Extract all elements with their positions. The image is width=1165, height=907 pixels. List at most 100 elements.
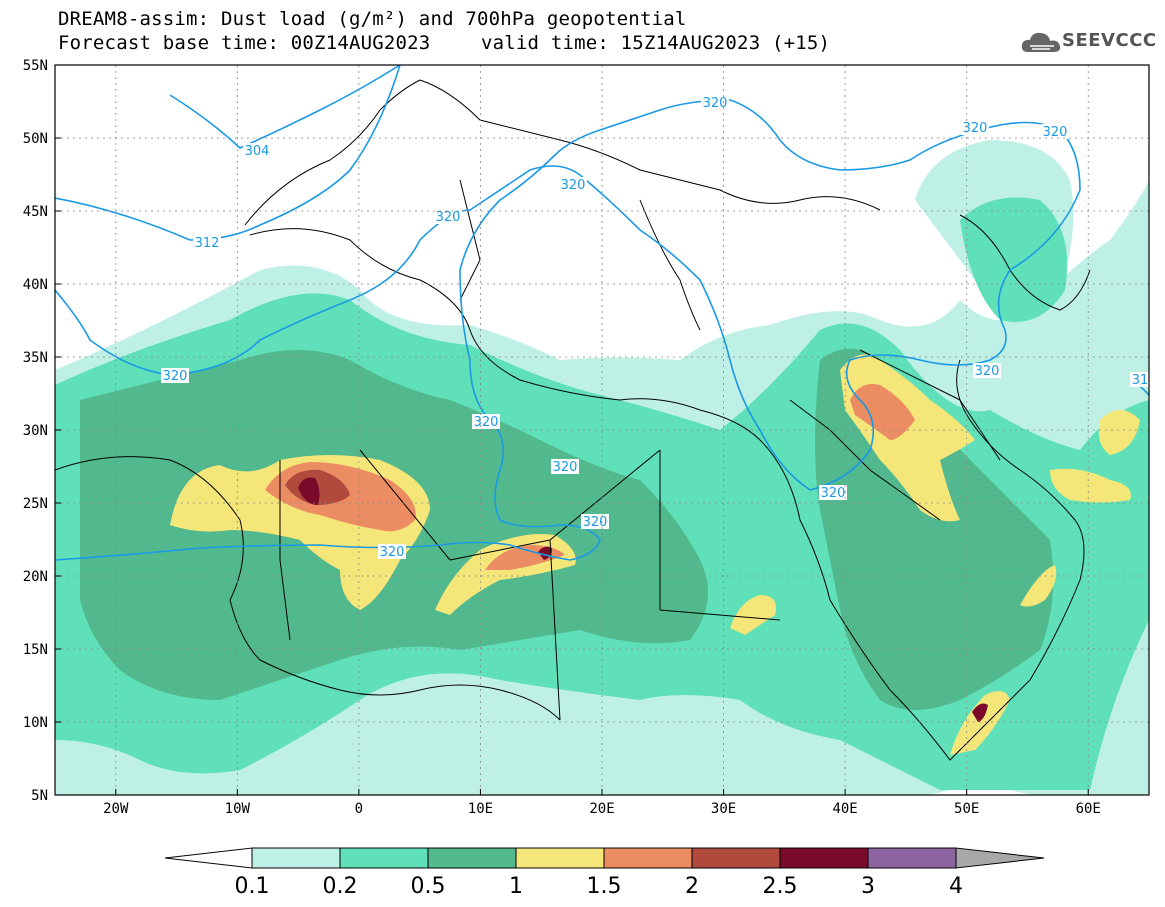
contour-label-bg	[434, 209, 462, 224]
colorbar-swatch	[867, 847, 957, 869]
contour-label-bg	[973, 363, 1001, 378]
contour-label: 31	[1132, 373, 1149, 388]
colorbar-label: 4	[949, 874, 963, 899]
contour-label-bg	[1130, 372, 1150, 387]
italy-coast	[459, 179, 481, 301]
dust-level-1-oman	[1050, 468, 1131, 503]
dust-level-1-iran	[1098, 410, 1140, 455]
colorbar-label: 3	[861, 874, 875, 899]
seevccc-logo-text: SEEVCCC	[1062, 30, 1157, 51]
latitude-labels: 55N 50N 45N 40N 35N 30N 25N 20N 15N 10N 5N	[23, 58, 48, 804]
colorbar-under-triangle	[164, 847, 253, 869]
contour-label-bg	[161, 368, 189, 383]
contour-label: 320	[380, 545, 405, 560]
lat-label-45N: 45N	[23, 204, 48, 220]
colorbar-swatch	[251, 847, 341, 869]
contour-label: 312	[195, 236, 220, 251]
lon-label-60E: 60E	[1076, 801, 1101, 817]
longitude-labels: 20W 10W 0 10E 20E 30E 40E 50E 60E	[103, 801, 1101, 817]
lat-label-35N: 35N	[23, 350, 48, 366]
lat-label-5N: 5N	[31, 788, 48, 804]
lat-label-10N: 10N	[23, 715, 48, 731]
dust-level-1-spot	[730, 595, 776, 635]
dust-level-2.5-central	[538, 546, 552, 560]
contour-label: 320	[975, 364, 1000, 379]
contour-label-bg	[961, 120, 989, 135]
dust-load-map: 304 312 320 320 320 320 320 320 320 320 320 320 320 3…	[23, 58, 1150, 817]
contour-label: 304	[245, 144, 270, 159]
colorbar-label: 0.2	[323, 874, 358, 899]
colorbar-swatch	[427, 847, 517, 869]
contour-label-bg	[243, 143, 271, 158]
colorbar-swatch	[515, 847, 605, 869]
lon-label-10E: 10E	[468, 801, 493, 817]
contour-label-bg	[559, 177, 587, 192]
contour-label: 320	[553, 460, 578, 475]
country-borders-africa	[279, 449, 781, 721]
contour-label: 320	[474, 415, 499, 430]
west-africa-coast	[55, 456, 561, 721]
contour-label: 320	[561, 178, 586, 193]
lon-label-20E: 20E	[589, 801, 614, 817]
colorbar-over-triangle	[955, 847, 1045, 869]
contour-label: 320	[703, 96, 728, 111]
colorbar-label: 0.1	[235, 874, 270, 899]
lon-label-30E: 30E	[711, 801, 736, 817]
contour-label-bg	[701, 95, 729, 110]
contour-304	[169, 65, 401, 149]
lat-label-40N: 40N	[23, 277, 48, 293]
colorbar-labels: 0.1 0.2 0.5 1 1.5 2 2.5 3 4	[235, 874, 964, 899]
dust-level-2.5-horn	[972, 703, 988, 722]
lon-label-10W: 10W	[225, 801, 251, 817]
dust-level-1.5-arabia	[850, 384, 915, 440]
lon-label-40E: 40E	[832, 801, 857, 817]
forecast-base-time: Forecast base time: 00Z14AUG2023	[58, 32, 431, 54]
contour-label-group: 304 312 320 320 320 320 320 320 320 320 320 320 320 3…	[161, 95, 1150, 560]
europe-coast	[244, 79, 881, 226]
contour-label-bg	[472, 414, 500, 429]
valid-time: valid time: 15Z14AUG2023 (+15)	[481, 32, 831, 54]
dust-level-2.5	[298, 477, 320, 505]
dust-level-1-horn	[950, 691, 1010, 755]
colorbar-swatch	[691, 847, 781, 869]
dust-level-0.2-north	[960, 197, 1068, 322]
contour-label: 320	[821, 486, 846, 501]
dust-field	[55, 140, 1149, 795]
balkans-coast	[639, 199, 701, 331]
lat-label-50N: 50N	[23, 131, 48, 147]
lon-label-50E: 50E	[954, 801, 979, 817]
map-title: DREAM8-assim: Dust load (g/m²) and 700hP…	[58, 8, 687, 30]
colorbar-label: 2	[685, 874, 699, 899]
lon-label-0: 0	[355, 801, 363, 817]
cloud-logo-icon	[1021, 32, 1061, 52]
contour-label: 320	[163, 369, 188, 384]
colorbar-label: 1.5	[587, 874, 622, 899]
contour-label: 320	[436, 210, 461, 225]
contour-label: 320	[1043, 125, 1068, 140]
contour-label-bg	[581, 514, 609, 529]
caspian-coast	[959, 214, 1091, 311]
dust-level-1-spot2	[1020, 565, 1057, 607]
colorbar-swatch	[779, 847, 869, 869]
contour-label-bg	[378, 544, 406, 559]
lat-label-25N: 25N	[23, 496, 48, 512]
contour-label: 320	[963, 121, 988, 136]
colorbar-swatch	[339, 847, 429, 869]
colorbar: 0.1 0.2 0.5 1 1.5 2 2.5 3 4	[164, 847, 1045, 899]
graticule	[55, 65, 1149, 795]
lat-label-30N: 30N	[23, 423, 48, 439]
mediterranean-red-sea-coast	[249, 228, 1085, 761]
forecast-time-line: Forecast base time: 00Z14AUG2023 valid ti…	[58, 32, 830, 54]
colorbar-swatch	[603, 847, 693, 869]
contour-312	[55, 65, 401, 241]
lat-label-55N: 55N	[23, 58, 48, 74]
colorbar-label: 0.5	[411, 874, 446, 899]
lon-label-20W: 20W	[103, 801, 129, 817]
contour-label-bg	[193, 235, 221, 250]
axis-ticks	[55, 64, 1089, 796]
lat-label-15N: 15N	[23, 642, 48, 658]
colorbar-swatches	[164, 847, 1045, 869]
coastlines-and-borders	[55, 79, 1091, 761]
contour-label-bg	[551, 459, 579, 474]
colorbar-label: 1	[509, 874, 523, 899]
